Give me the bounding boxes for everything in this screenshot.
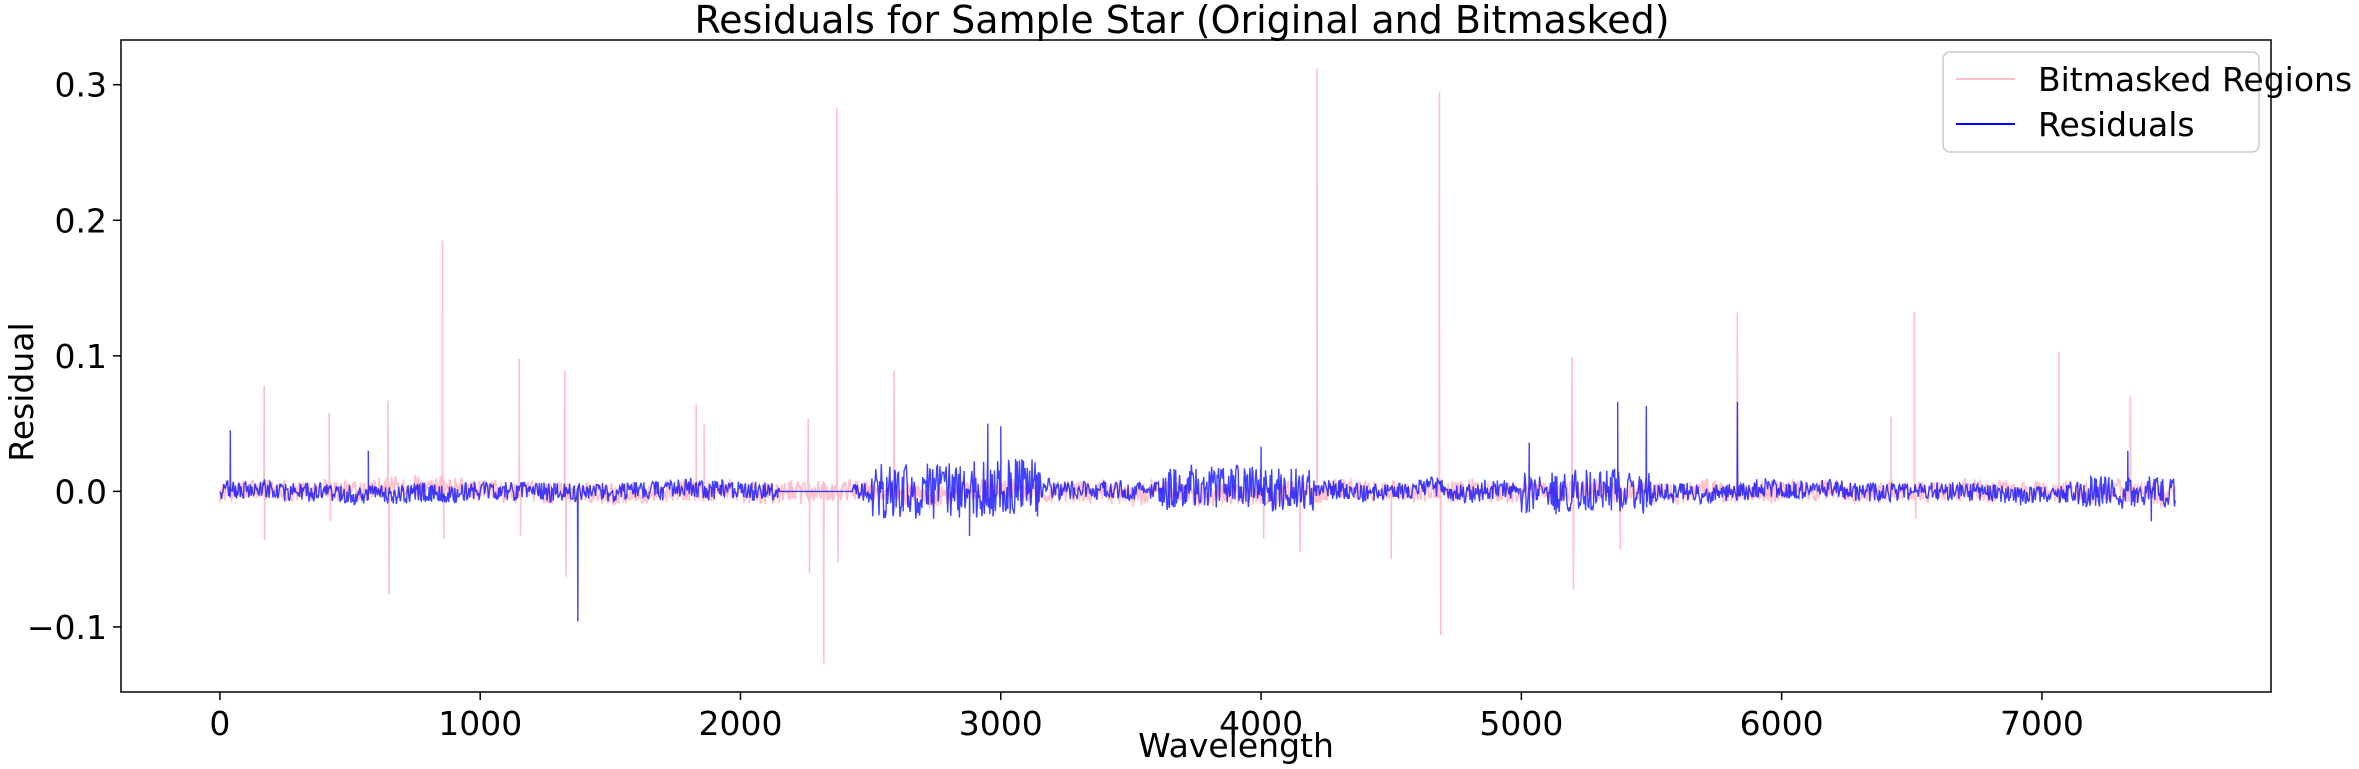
x-tick-label: 5000 <box>1479 704 1563 743</box>
y-axis-label: Residual <box>2 322 41 461</box>
x-tick-label: 3000 <box>959 704 1043 743</box>
x-tick-label: 0 <box>209 704 230 743</box>
legend-box <box>1942 51 2260 153</box>
x-axis-label: Wavelength <box>1138 726 1334 765</box>
plot-area <box>120 39 2272 693</box>
y-tick-label: 0.2 <box>55 201 107 240</box>
y-tick-label: −0.1 <box>27 608 107 647</box>
x-tick-label: 7000 <box>2000 704 2084 743</box>
series-line-bitmasked <box>219 68 2176 664</box>
x-axis: 0 1000 2000 3000 4000 5000 6000 7000 <box>209 692 2084 743</box>
legend-label-bitmasked: Bitmasked Regions <box>2038 60 2352 99</box>
series-line-residuals <box>219 401 2176 622</box>
y-axis: −0.1 0.0 0.1 0.2 0.3 <box>27 66 121 647</box>
x-tick-label: 4000 <box>1219 704 1303 743</box>
x-tick-label: 2000 <box>698 704 782 743</box>
y-tick-label: 0.0 <box>55 472 107 511</box>
legend: Bitmasked Regions Residuals <box>1942 51 2352 153</box>
chart-title: Residuals for Sample Star (Original and … <box>694 0 1669 42</box>
y-tick-label: 0.1 <box>55 337 107 376</box>
y-tick-label: 0.3 <box>55 66 107 105</box>
legend-label-residuals: Residuals <box>2038 105 2195 144</box>
series-layer <box>219 68 2176 664</box>
x-tick-label: 1000 <box>438 704 522 743</box>
x-tick-label: 6000 <box>1740 704 1824 743</box>
plot-frame <box>120 39 2272 693</box>
